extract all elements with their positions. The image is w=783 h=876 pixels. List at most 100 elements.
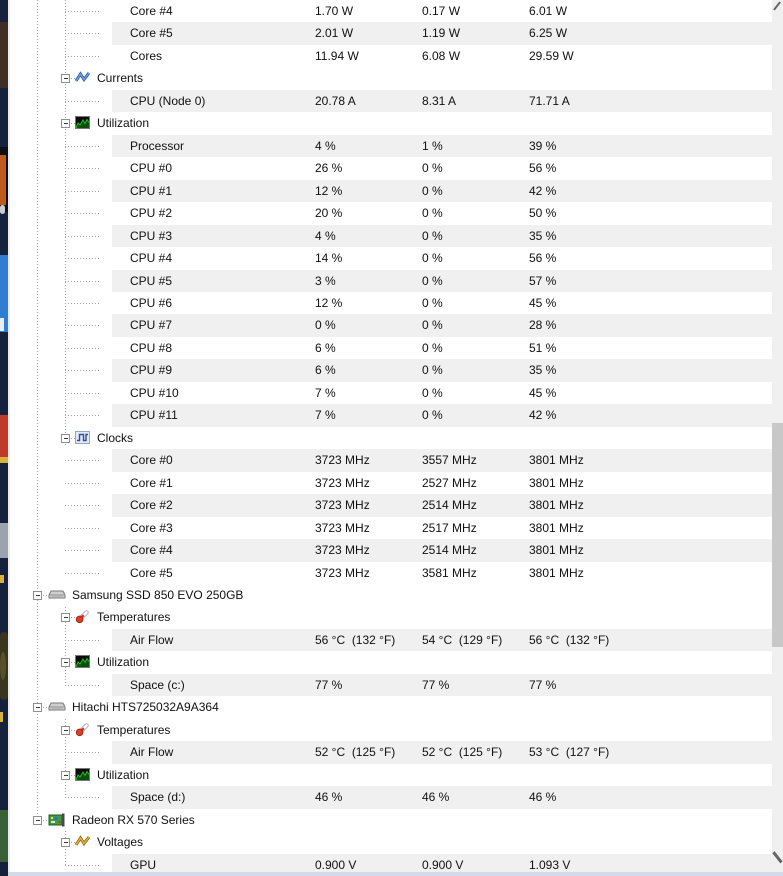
row-stripe bbox=[112, 741, 772, 764]
sensor-min: 2527 MHz bbox=[422, 475, 477, 490]
group-label: Utilization bbox=[97, 767, 150, 782]
expand-collapse-toggle[interactable] bbox=[61, 658, 70, 668]
wallpaper-patch bbox=[0, 205, 5, 214]
wallpaper-patch bbox=[0, 457, 8, 463]
tree-row-sensor[interactable]: Core #0 3723 MHz 3557 MHz 3801 MHz bbox=[10, 449, 772, 472]
tree-row-device[interactable]: Samsung SSD 850 EVO 250GB bbox=[10, 584, 772, 606]
tree-row-sensor[interactable]: CPU #7 0 % 0 % 28 % bbox=[10, 314, 772, 337]
tree-row-sensor[interactable]: CPU #2 20 % 0 % 50 % bbox=[10, 202, 772, 224]
tree-row-group[interactable]: Temperatures bbox=[10, 719, 772, 741]
tree-row-sensor[interactable]: Space (d:) 46 % 46 % 46 % bbox=[10, 786, 772, 809]
tree-connector bbox=[65, 33, 100, 35]
expand-collapse-toggle[interactable] bbox=[61, 613, 70, 623]
sensor-label: CPU (Node 0) bbox=[130, 93, 206, 108]
tree-row-sensor[interactable]: CPU #3 4 % 0 % 35 % bbox=[10, 224, 772, 248]
tree-row-sensor[interactable]: CPU #6 12 % 0 % 45 % bbox=[10, 292, 772, 314]
tree-row-group[interactable]: Clocks bbox=[10, 427, 772, 449]
tree-row-sensor[interactable]: Processor 4 % 1 % 39 % bbox=[10, 134, 772, 158]
row-stripe bbox=[112, 404, 772, 427]
tree-connector bbox=[65, 392, 100, 394]
tree-row-group[interactable]: Voltages bbox=[10, 831, 772, 853]
wallpaper-patch bbox=[0, 810, 8, 862]
sensor-min: 8.31 A bbox=[422, 93, 457, 108]
tree-row-group[interactable]: Utilization bbox=[10, 112, 772, 134]
sensor-min: 0 % bbox=[422, 273, 443, 288]
tree-row-sensor[interactable]: Air Flow 56 °C (132 °F) 54 °C (129 °F) 56 °… bbox=[10, 628, 772, 652]
tree-connector bbox=[65, 302, 100, 304]
tree-connector bbox=[65, 415, 100, 417]
group-label: Utilization bbox=[97, 655, 150, 670]
group-label: Temperatures bbox=[97, 722, 171, 737]
tree-row-sensor[interactable]: Cores 11.94 W 6.08 W 29.59 W bbox=[10, 45, 772, 67]
sensor-label: CPU #2 bbox=[130, 206, 173, 221]
sensor-min: 46 % bbox=[422, 790, 450, 805]
sensor-label: Core #5 bbox=[130, 26, 173, 41]
expand-collapse-toggle[interactable] bbox=[61, 838, 70, 848]
tree-row-sensor[interactable]: Core #4 3723 MHz 2514 MHz 3801 MHz bbox=[10, 539, 772, 562]
row-stripe bbox=[112, 134, 772, 158]
scrollbar-thumb[interactable] bbox=[772, 423, 783, 647]
utilization-icon bbox=[75, 655, 90, 671]
sensor-label: Core #4 bbox=[130, 543, 173, 558]
tree-connector bbox=[65, 55, 100, 57]
tree-connector bbox=[65, 168, 100, 170]
sensor-min: 52 °C (125 °F) bbox=[422, 745, 503, 760]
expand-collapse-toggle[interactable] bbox=[61, 770, 70, 780]
sensor-label: Core #2 bbox=[130, 498, 173, 513]
tree-row-group[interactable]: Utilization bbox=[10, 651, 772, 673]
voltages-icon bbox=[74, 835, 91, 851]
sensor-max: 3801 MHz bbox=[529, 520, 584, 535]
tree-row-group[interactable]: Currents bbox=[10, 67, 772, 89]
tree-row-group[interactable]: Temperatures bbox=[10, 606, 772, 628]
tree-connector bbox=[65, 11, 100, 12]
tree-connector bbox=[65, 280, 100, 282]
tree-row-sensor[interactable]: GPU 0.900 V 0.900 V 1.093 V bbox=[10, 853, 772, 876]
sensor-value: 4 % bbox=[315, 138, 336, 153]
tree-row-sensor[interactable]: CPU #8 6 % 0 % 51 % bbox=[10, 337, 772, 359]
row-stripe bbox=[112, 224, 772, 248]
tree-row-sensor[interactable]: Core #3 3723 MHz 2517 MHz 3801 MHz bbox=[10, 517, 772, 539]
background-window-sliver bbox=[0, 0, 8, 876]
tree-row-sensor[interactable]: Core #5 3723 MHz 3581 MHz 3801 MHz bbox=[10, 562, 772, 584]
tree-row-sensor[interactable]: CPU #1 12 % 0 % 42 % bbox=[10, 179, 772, 203]
tree-row-group[interactable]: Utilization bbox=[10, 764, 772, 786]
tree-row-sensor[interactable]: Air Flow 52 °C (125 °F) 52 °C (125 °F) 53 °… bbox=[10, 741, 772, 764]
wallpaper-patch bbox=[0, 155, 6, 205]
sensor-tree[interactable]: Core #4 1.70 W 0.17 W 6.01 W Core #5 2.01 W 1.… bbox=[10, 0, 772, 876]
tree-row-sensor[interactable]: CPU #9 6 % 0 % 35 % bbox=[10, 359, 772, 382]
sensor-value: 3723 MHz bbox=[315, 565, 370, 580]
expand-collapse-toggle[interactable] bbox=[33, 703, 42, 713]
tree-row-sensor[interactable]: Core #5 2.01 W 1.19 W 6.25 W bbox=[10, 22, 772, 45]
tree-row-sensor[interactable]: Space (c:) 77 % 77 % 77 % bbox=[10, 673, 772, 697]
sensor-max: 42 % bbox=[529, 183, 557, 198]
expand-collapse-toggle[interactable] bbox=[33, 815, 42, 825]
tree-row-sensor[interactable]: CPU #10 7 % 0 % 45 % bbox=[10, 382, 772, 404]
sensor-min: 0 % bbox=[422, 340, 443, 355]
expand-collapse-toggle[interactable] bbox=[61, 74, 70, 84]
tree-row-sensor[interactable]: Core #4 1.70 W 0.17 W 6.01 W bbox=[10, 0, 772, 22]
expand-collapse-toggle[interactable] bbox=[61, 725, 70, 735]
sensor-max: 3801 MHz bbox=[529, 453, 584, 468]
tree-row-sensor[interactable]: Core #1 3723 MHz 2527 MHz 3801 MHz bbox=[10, 472, 772, 494]
tree-row-sensor[interactable]: CPU #5 3 % 0 % 57 % bbox=[10, 269, 772, 292]
tree-row-device[interactable]: Hitachi HTS725032A9A364 bbox=[10, 696, 772, 718]
expand-collapse-toggle[interactable] bbox=[61, 119, 70, 129]
tree-row-sensor[interactable]: CPU #0 26 % 0 % 56 % bbox=[10, 157, 772, 179]
tree-connector bbox=[65, 482, 100, 484]
tree-row-sensor[interactable]: CPU (Node 0) 20.78 A 8.31 A 71.71 A bbox=[10, 89, 772, 113]
tree-row-sensor[interactable]: CPU #4 14 % 0 % 56 % bbox=[10, 247, 772, 269]
tree-connector bbox=[65, 460, 100, 462]
tree-row-device[interactable]: Radeon RX 570 Series bbox=[10, 809, 772, 831]
tree-row-sensor[interactable]: CPU #11 7 % 0 % 42 % bbox=[10, 404, 772, 427]
sensor-max: 3801 MHz bbox=[529, 475, 584, 490]
tree-connector bbox=[65, 213, 100, 215]
vertical-scrollbar[interactable] bbox=[772, 0, 783, 876]
sensor-min: 0 % bbox=[422, 408, 443, 423]
tree-connector bbox=[65, 235, 100, 237]
expand-collapse-toggle[interactable] bbox=[61, 433, 70, 443]
sensor-min: 0.17 W bbox=[422, 4, 461, 18]
wallpaper-patch bbox=[0, 255, 8, 332]
row-stripe bbox=[112, 449, 772, 472]
tree-row-sensor[interactable]: Core #2 3723 MHz 2514 MHz 3801 MHz bbox=[10, 494, 772, 517]
expand-collapse-toggle[interactable] bbox=[33, 590, 42, 600]
